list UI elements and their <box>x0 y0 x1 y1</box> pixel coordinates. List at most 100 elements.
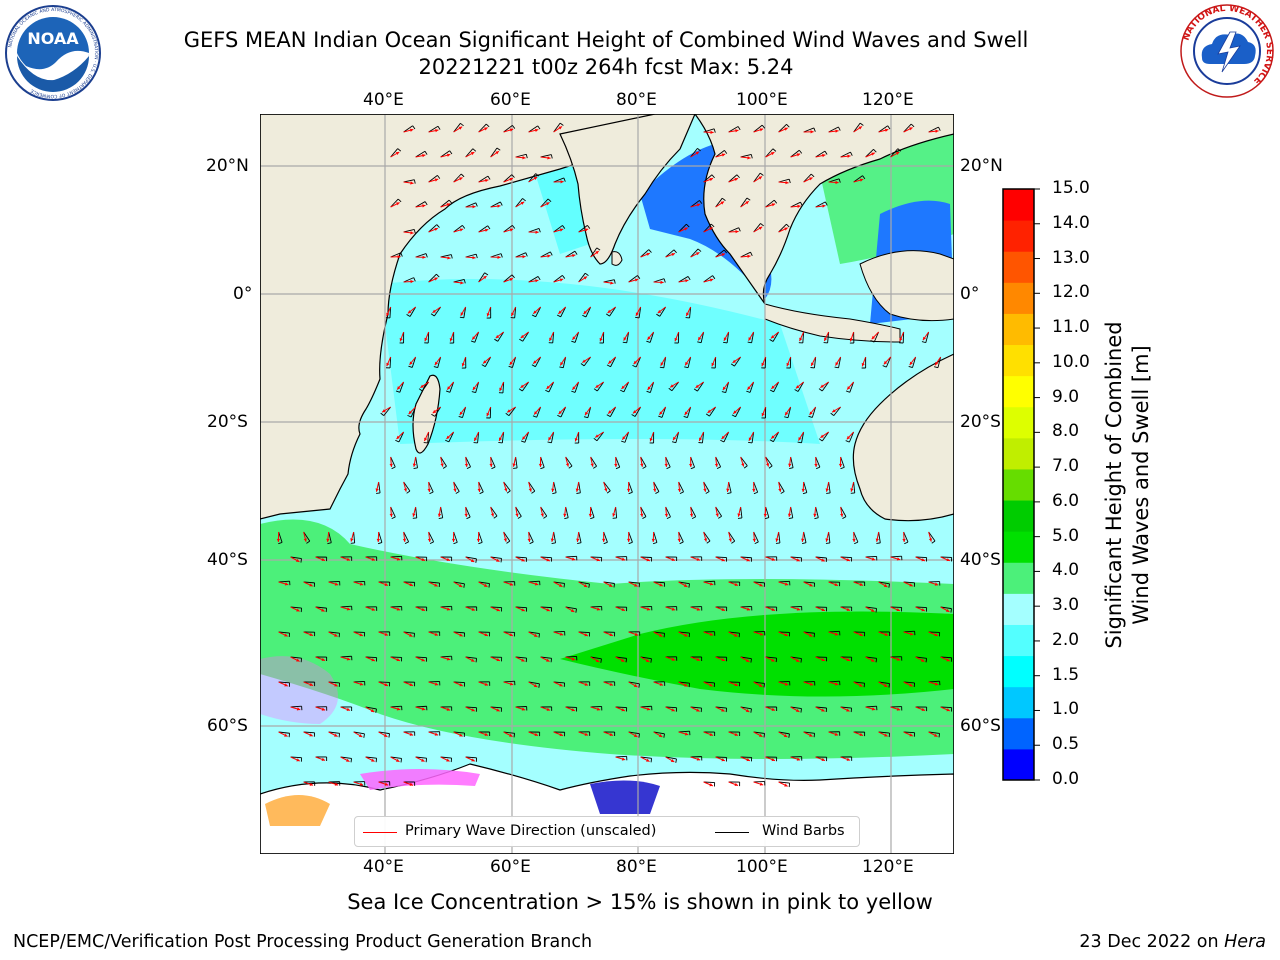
wind-barb-flag <box>462 225 466 229</box>
wind-barb-flag <box>786 124 790 128</box>
wave-direction-arrowhead <box>796 757 801 761</box>
wind-barb-flag <box>656 313 661 317</box>
wind-barb <box>449 381 455 393</box>
wave-direction-arrowhead <box>896 557 901 561</box>
wind-barb <box>290 705 302 708</box>
wind-barb <box>659 306 667 317</box>
noaa-logo: NOAA NATIONAL OCEANIC AND ATMOSPHERIC AD… <box>5 5 101 101</box>
wind-barb-flag <box>590 517 595 520</box>
wind-barb-flag <box>511 274 515 279</box>
wave-direction-arrowhead <box>786 362 790 367</box>
right-lat-label: 0° <box>960 284 980 304</box>
wave-direction-arrowhead <box>574 437 578 442</box>
wave-direction-arrowhead <box>559 632 564 636</box>
wind-barb <box>503 680 515 683</box>
colorbar-cell <box>1003 531 1034 563</box>
wind-barb-flag <box>650 658 652 663</box>
wind-barb-flag <box>327 542 332 545</box>
wind-barb-flag <box>731 414 736 418</box>
wind-barb <box>515 252 526 258</box>
wind-barb <box>434 406 442 417</box>
wind-barb-flag <box>582 314 587 318</box>
wave-direction-arrowhead <box>389 513 393 517</box>
wave-direction-arrowhead <box>670 384 674 388</box>
wind-barb-flag <box>557 414 562 418</box>
wind-barb <box>328 580 340 583</box>
wave-direction-arrowhead <box>859 683 863 687</box>
wind-barb <box>515 606 527 609</box>
wave-direction-arrowhead <box>548 437 552 441</box>
wind-barb-flag <box>540 466 545 470</box>
wave-direction-arrowhead <box>389 463 393 467</box>
wind-barb <box>615 706 627 708</box>
wind-barb <box>790 556 802 559</box>
wave-direction-arrowhead <box>284 733 288 737</box>
wind-barb-flag <box>816 466 821 470</box>
wind-barb <box>553 122 561 133</box>
wind-barb <box>821 431 830 442</box>
wind-barb <box>484 356 492 367</box>
wave-direction-arrowhead <box>609 732 614 736</box>
wind-barb-flag <box>628 541 633 545</box>
wind-barb <box>353 531 356 543</box>
wind-barb <box>690 456 695 468</box>
wind-barb <box>290 556 302 560</box>
wind-barb <box>853 122 861 133</box>
wave-direction-arrowhead <box>402 538 407 542</box>
colorbar-title-line1: Significant Height of Combined <box>1102 321 1126 649</box>
wave-direction-arrowhead <box>809 733 813 737</box>
wave-direction-arrowhead <box>783 733 788 737</box>
wave-direction-arrowhead <box>709 732 714 736</box>
wave-direction-arrowhead <box>497 204 501 208</box>
wind-barb-flag <box>663 278 666 283</box>
wave-direction-arrowhead <box>696 203 701 207</box>
wind-barb-flag <box>424 150 428 155</box>
wind-barb-flag <box>693 388 698 392</box>
left-lat-label: 20°S <box>207 412 248 432</box>
wave-direction-arrowhead <box>695 151 700 155</box>
wind-barb-flag <box>429 541 434 545</box>
wave-direction-arrowhead <box>834 632 839 636</box>
wave-direction-arrowhead <box>509 277 513 282</box>
wind-barb <box>653 581 665 584</box>
wind-barb <box>773 381 780 393</box>
wind-barb-flag <box>531 490 536 494</box>
wind-barb <box>790 656 802 660</box>
wave-direction-arrowhead <box>935 361 939 366</box>
land-australia <box>852 353 954 522</box>
wind-barb <box>678 276 689 283</box>
wave-direction-arrowhead <box>563 513 567 517</box>
wind-barb-flag <box>278 542 283 545</box>
wind-barb <box>603 481 611 492</box>
footer-date-text: 23 Dec 2022 on <box>1079 932 1225 952</box>
wave-direction-arrowhead <box>703 488 707 492</box>
colorbar-cell <box>1003 500 1034 532</box>
wind-barb <box>535 306 542 317</box>
wave-direction-arrowhead <box>671 607 676 611</box>
wave-direction-arrowhead <box>735 129 739 133</box>
wind-barb <box>740 656 752 660</box>
wind-barb <box>596 431 604 442</box>
wind-barb <box>514 306 517 318</box>
wave-direction-arrowhead <box>684 732 689 736</box>
wave-direction-arrowhead <box>771 658 775 662</box>
colorbar-cell <box>1003 344 1034 377</box>
wind-barb <box>515 656 527 659</box>
wave-direction-arrowhead <box>397 255 401 259</box>
wind-barb <box>540 251 551 258</box>
wind-barb-flag <box>445 390 451 393</box>
wave-direction-arrowhead <box>696 657 701 661</box>
wind-barb <box>890 148 899 158</box>
wind-barb <box>578 272 586 283</box>
wind-barb <box>578 631 590 633</box>
wind-barb <box>628 531 633 543</box>
wave-direction-arrowhead <box>596 558 600 562</box>
wind-barb <box>453 224 463 233</box>
wind-barb <box>515 506 522 517</box>
wind-barb <box>490 147 498 158</box>
wind-barb <box>399 381 405 393</box>
colorbar-tick-label: 8.0 <box>1052 421 1080 442</box>
wave-direction-arrowhead <box>558 310 562 314</box>
wave-direction-arrowhead <box>471 658 475 662</box>
wind-barb-flag <box>425 253 428 258</box>
